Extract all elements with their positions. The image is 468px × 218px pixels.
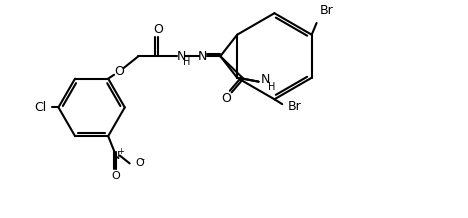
Text: -: - xyxy=(140,155,144,165)
Text: N: N xyxy=(198,50,207,63)
Text: N: N xyxy=(112,151,120,161)
Text: +: + xyxy=(117,147,124,156)
Text: Cl: Cl xyxy=(35,101,47,114)
Text: Br: Br xyxy=(288,100,302,112)
Text: O: O xyxy=(221,92,231,105)
Text: Br: Br xyxy=(320,4,333,17)
Text: N: N xyxy=(176,50,186,63)
Text: O: O xyxy=(114,65,124,78)
Text: O: O xyxy=(153,23,163,36)
Text: H: H xyxy=(183,57,190,67)
Text: H: H xyxy=(268,82,275,92)
Text: O: O xyxy=(111,171,120,181)
Text: O: O xyxy=(136,158,144,168)
Text: N: N xyxy=(261,73,270,86)
